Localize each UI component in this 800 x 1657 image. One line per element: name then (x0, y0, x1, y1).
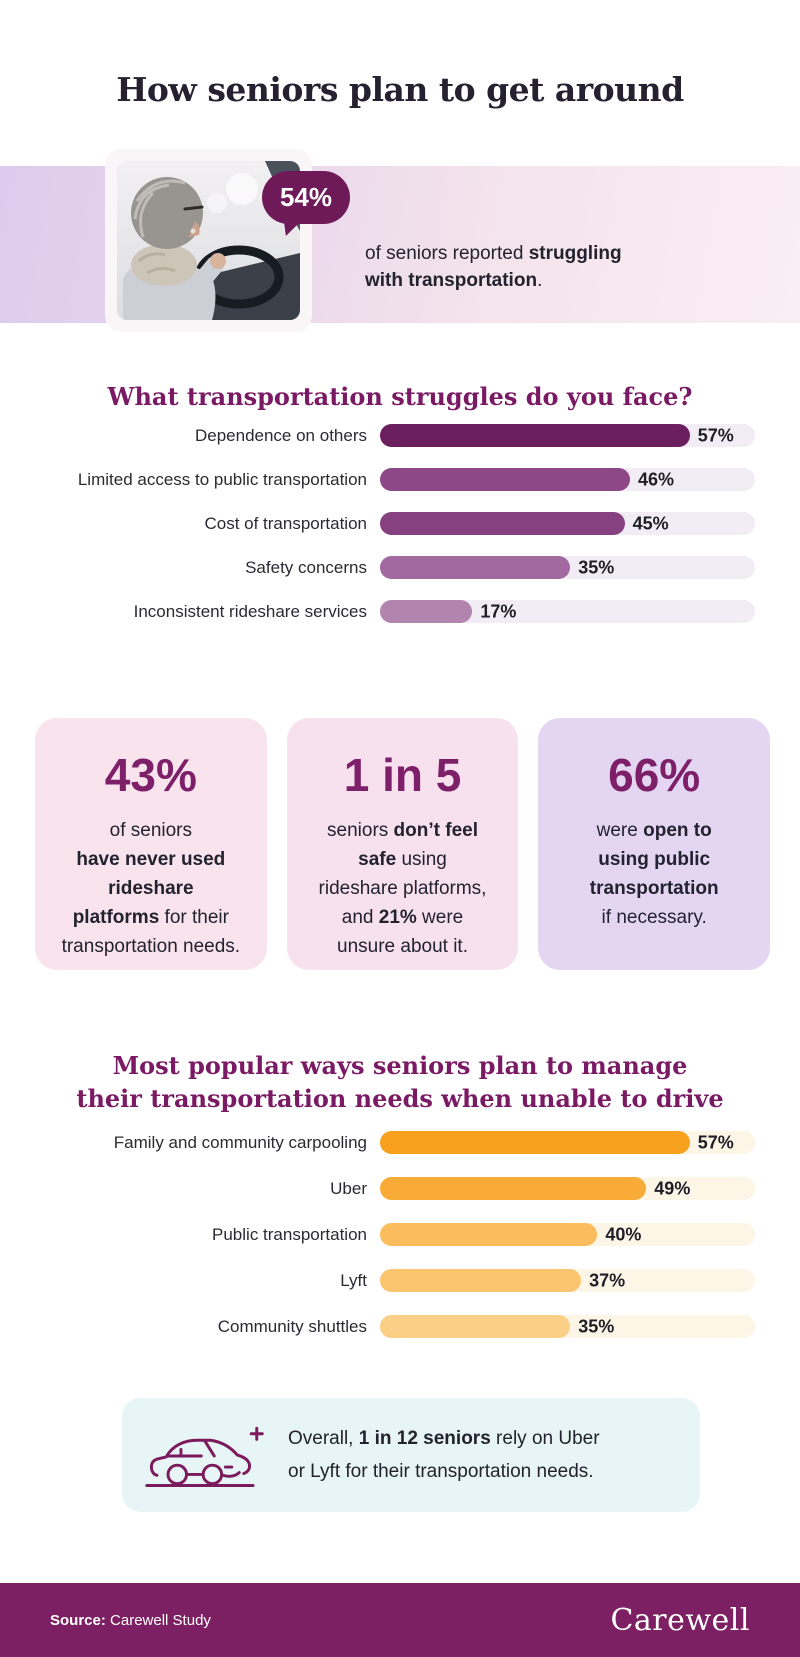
bar-fill (380, 1177, 647, 1200)
bar-fill (380, 1223, 598, 1246)
stat-text: of seniors have never used rideshare platfo… (61, 820, 241, 957)
stat-value: 66% (608, 749, 701, 801)
plans-chart-title-line2: their transportation needs when unable t… (76, 1083, 724, 1113)
bar-label: Uber (330, 1178, 367, 1198)
bar-value: 45% (632, 513, 669, 533)
bar-value: 46% (638, 469, 675, 489)
bar-fill (380, 468, 630, 491)
bar-track: 57% (380, 424, 755, 447)
bar-row: Dependence on others 57% (45, 424, 755, 447)
hero-stat-value: 54% (279, 182, 333, 212)
plans-chart-title: Most popular ways seniors plan to manage… (0, 1049, 800, 1115)
source-value: Carewell Study (110, 1611, 211, 1629)
bar-track: 40% (380, 1223, 755, 1246)
bar-label: Community shuttles (217, 1316, 367, 1336)
bar-fill (380, 1315, 571, 1338)
callout-text: Overall, 1 in 12 seniors rely on Uber or … (288, 1428, 600, 1482)
stat-value: 43% (104, 749, 197, 801)
bar-fill (380, 424, 690, 447)
bar-track: 35% (380, 556, 755, 579)
bar-value: 57% (697, 425, 734, 445)
stat-value: 1 in 5 (343, 749, 462, 801)
bar-fill (380, 512, 625, 535)
bar-value: 49% (654, 1178, 691, 1198)
stat-text: were open to using public transportation if… (589, 820, 719, 928)
bar-label: Public transportation (212, 1224, 367, 1244)
stat-text: seniors don’t feel safe using rideshare pl… (318, 820, 487, 957)
bar-value: 35% (578, 557, 615, 577)
plans-chart-title-line1: Most popular ways seniors plan to manage (112, 1050, 688, 1080)
plans-bar-chart: Family and community carpooling 57% Uber 49… (45, 1131, 755, 1361)
hero-caption: of seniors reported struggling with trans… (365, 243, 622, 291)
bar-fill (380, 600, 473, 623)
bar-row: Community shuttles 35% (45, 1315, 755, 1338)
bar-track: 35% (380, 1315, 755, 1338)
stat-card: 1 in 5 seniors don’t feel safe using ridesh… (286, 718, 519, 970)
bar-track: 57% (380, 1131, 755, 1154)
bar-label: Family and community carpooling (113, 1132, 367, 1152)
bar-label: Dependence on others (194, 425, 367, 445)
rideshare-callout: Overall, 1 in 12 seniors rely on Uber or … (122, 1398, 700, 1512)
bar-label: Cost of transportation (204, 513, 367, 533)
bar-value: 17% (480, 601, 517, 621)
source-label: Source: (50, 1611, 106, 1629)
bar-track: 49% (380, 1177, 755, 1200)
bar-row: Cost of transportation 45% (45, 512, 755, 535)
bar-value: 37% (589, 1270, 626, 1290)
bar-fill (380, 1269, 582, 1292)
struggles-bar-chart: Dependence on others 57% Limited access to… (45, 424, 755, 644)
stat-cards-row: 43% of seniors have never used rideshare pla… (35, 718, 771, 970)
carewell-logo: Carewell (610, 1602, 750, 1638)
bar-row: Limited access to public transportation 4… (45, 468, 755, 491)
bar-row: Uber 49% (45, 1177, 755, 1200)
source-credit: Source: Carewell Study (50, 1612, 211, 1629)
bar-label: Lyft (340, 1270, 367, 1290)
bar-value: 57% (697, 1132, 734, 1152)
bar-track: 17% (380, 600, 755, 623)
bar-row: Lyft 37% (45, 1269, 755, 1292)
bar-fill (380, 556, 571, 579)
hero-stat-bubble: 54% (262, 171, 350, 224)
bar-track: 37% (380, 1269, 755, 1292)
bar-value: 35% (578, 1316, 615, 1336)
stat-card: 43% of seniors have never used rideshare pla… (35, 718, 267, 970)
bar-fill (380, 1131, 690, 1154)
bar-track: 46% (380, 468, 755, 491)
bar-label: Inconsistent rideshare services (133, 601, 367, 621)
bar-label: Safety concerns (245, 557, 367, 577)
bar-value: 40% (605, 1224, 642, 1244)
bar-row: Inconsistent rideshare services 17% (45, 600, 755, 623)
car-icon (145, 1426, 264, 1487)
struggles-chart-title: What transportation struggles do you fac… (107, 381, 693, 411)
bar-row: Family and community carpooling 57% (45, 1131, 755, 1154)
footer-bar: Source: Carewell Study Carewell (0, 1583, 800, 1657)
page-title: How seniors plan to get around (116, 70, 684, 110)
bar-label: Limited access to public transportation (77, 469, 367, 489)
bar-track: 45% (380, 512, 755, 535)
bar-row: Public transportation 40% (45, 1223, 755, 1246)
bar-row: Safety concerns 35% (45, 556, 755, 579)
stat-card: 66% were open to using public transportatio… (538, 718, 771, 970)
